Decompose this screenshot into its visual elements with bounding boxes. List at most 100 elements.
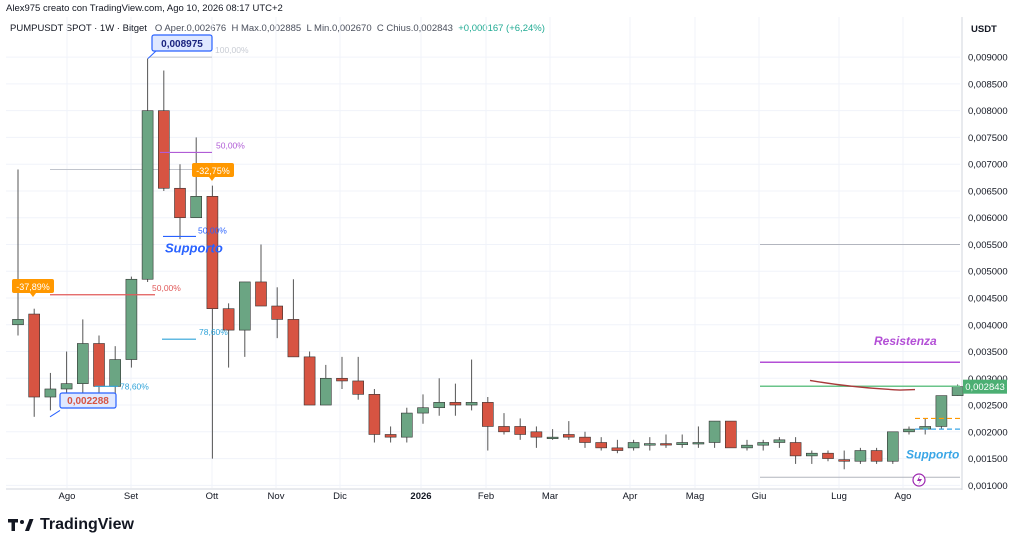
x-tick-label: Set — [124, 491, 139, 502]
candle-body — [481, 402, 494, 427]
candle-body — [174, 187, 186, 219]
candle — [660, 434, 672, 448]
candle — [271, 287, 284, 339]
candle-body — [336, 377, 348, 382]
candle-body — [838, 459, 851, 462]
brand[interactable]: TradingView — [8, 516, 134, 534]
candle — [546, 429, 559, 440]
candle — [676, 434, 689, 448]
pct-left-box — [12, 279, 54, 293]
candle — [514, 418, 527, 440]
candle-body — [125, 278, 138, 360]
candle — [465, 359, 478, 411]
candle-body — [627, 442, 640, 449]
x-tick-label: Nov — [268, 491, 285, 502]
candle — [44, 372, 57, 411]
candle — [77, 319, 89, 395]
close-label: C — [376, 23, 384, 34]
candle — [239, 281, 251, 357]
candle-body — [498, 426, 510, 433]
y-tick-label: 0,006000 — [968, 213, 1008, 224]
candle-body — [433, 402, 446, 409]
candle-body — [368, 394, 381, 435]
candle — [319, 364, 332, 406]
pct-right-box — [192, 163, 234, 177]
axis-unit: USDT — [971, 24, 997, 35]
peak-label-text: 0,008975 — [161, 39, 203, 50]
candle-body — [530, 431, 543, 438]
pct-left-text: -37,89% — [16, 282, 50, 292]
x-tick-label: Mar — [542, 491, 558, 502]
candle — [190, 137, 202, 219]
pct-left-arrow — [30, 293, 36, 297]
y-tick-label: 0,003500 — [968, 347, 1008, 358]
fib-786-label: 78,60% — [199, 327, 228, 337]
candle — [93, 335, 105, 398]
candle — [481, 397, 494, 451]
candle-body — [676, 442, 689, 445]
candle-body — [757, 442, 770, 446]
candle-body — [692, 442, 705, 445]
candle — [595, 437, 608, 451]
x-tick-label: Dic — [333, 491, 347, 502]
y-tick-label: 0,004000 — [968, 320, 1008, 331]
candle — [822, 450, 834, 462]
symbol-label[interactable]: PUMPUSDT SPOT · 1W · Bitget — [10, 23, 147, 34]
candle — [692, 426, 705, 448]
candle-body — [190, 196, 202, 219]
candle-body — [854, 450, 867, 462]
fib-50-label: 50,00% — [198, 225, 227, 235]
candle-body — [271, 305, 284, 320]
candle — [789, 437, 802, 464]
candle — [935, 395, 948, 430]
candle-body — [708, 420, 721, 443]
candle — [141, 58, 154, 282]
peak-label-box — [151, 34, 213, 52]
y-tick-label: 0,002000 — [968, 427, 1008, 438]
y-tick-label: 0,007500 — [968, 133, 1008, 144]
candle-body — [595, 442, 608, 449]
candle — [12, 169, 24, 336]
candle-body — [465, 402, 478, 406]
candle-body — [93, 343, 105, 387]
candle — [255, 244, 267, 307]
candle-body — [287, 319, 300, 358]
candle-body — [44, 388, 57, 398]
candle — [773, 437, 786, 448]
candle-body — [400, 412, 413, 438]
candle-body — [206, 196, 219, 309]
x-tick-label: Ott — [206, 491, 219, 502]
candle-body — [417, 407, 429, 414]
candle — [741, 439, 753, 451]
y-tick-label: 0,008000 — [968, 106, 1008, 117]
x-tick-label: Ago — [59, 491, 76, 502]
candle — [433, 378, 446, 416]
x-tick-label: Mag — [686, 491, 704, 502]
candle — [886, 431, 899, 464]
candle-body — [724, 420, 737, 449]
candle — [400, 407, 413, 443]
candle-body — [741, 444, 753, 449]
x-tick-label: 2026 — [410, 491, 431, 502]
x-tick-label: Lug — [831, 491, 847, 502]
candle-body — [822, 452, 834, 459]
candle-body — [222, 308, 235, 331]
y-tick-label: 0,002500 — [968, 401, 1008, 412]
candle — [287, 279, 300, 358]
candle — [643, 437, 656, 451]
candle — [579, 431, 591, 448]
fib-50-label: 50,00% — [216, 140, 245, 150]
candle — [352, 356, 365, 400]
tradingview-logo-icon — [8, 517, 34, 533]
candle — [449, 383, 462, 416]
candle-body — [579, 436, 591, 443]
candle — [757, 439, 770, 451]
candle — [417, 394, 429, 424]
low-pointer — [49, 409, 61, 418]
candle — [854, 447, 867, 464]
candle-body — [77, 343, 89, 384]
candle-body — [562, 434, 575, 438]
candle — [708, 420, 721, 448]
candle — [611, 439, 624, 454]
